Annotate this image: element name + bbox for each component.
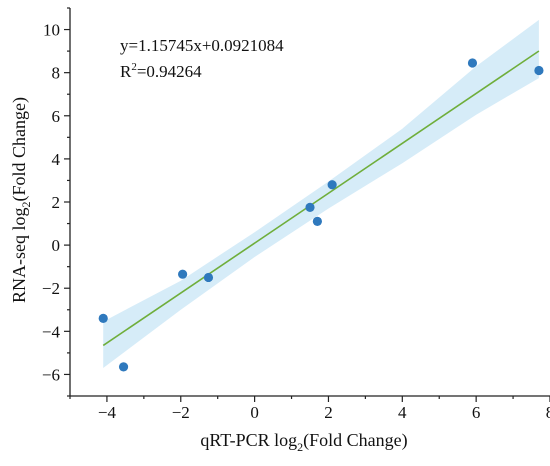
- confidence-band: [103, 19, 539, 369]
- data-point: [534, 65, 544, 76]
- x-axis-label-main: qRT-PCR log: [200, 430, 297, 450]
- y-tick-label: 4: [52, 150, 61, 169]
- data-point: [98, 313, 108, 323]
- data-point: [305, 202, 315, 212]
- y-tick-label: 8: [52, 64, 61, 83]
- y-tick-label: 6: [52, 107, 61, 126]
- r-squared-value: =0.94264: [137, 62, 202, 81]
- x-axis-label: qRT-PCR log2(Fold Change): [200, 430, 407, 454]
- fit-line-layer: [102, 50, 540, 347]
- x-axis-label-tail: (Fold Change): [303, 430, 407, 451]
- regression-annotation: y=1.15745x+0.0921084 R2=0.94264: [120, 36, 284, 81]
- data-points-layer: [98, 58, 544, 372]
- data-point: [118, 362, 129, 372]
- y-axis-label: RNA-seq log2(Fold Change): [9, 97, 33, 303]
- regression-line: [102, 50, 540, 347]
- data-point: [203, 272, 214, 283]
- y-tick-label: 10: [43, 21, 60, 40]
- x-tick-label: 0: [250, 403, 259, 422]
- x-tick-label: 4: [398, 403, 407, 422]
- y-tick-label: −6: [42, 365, 60, 384]
- r-squared-sup: 2: [131, 61, 137, 73]
- equation-label: y=1.15745x+0.0921084: [120, 36, 284, 55]
- x-axis-label-sub: 2: [297, 440, 303, 454]
- x-tick-label: 2: [324, 403, 333, 422]
- r-squared-label: R2=0.94264: [120, 61, 202, 81]
- y-tick-label: 0: [52, 236, 61, 255]
- confidence-band-layer: [103, 19, 539, 369]
- y-axis-label-tail: (Fold Change): [9, 97, 30, 201]
- y-tick-label: 2: [52, 193, 61, 212]
- data-point: [467, 58, 478, 68]
- ticks-layer: −4 −2 0 2 4 6 8 −6 −4 −2 0 2 4 6 8 10: [42, 7, 550, 422]
- r-squared-main: R: [120, 62, 132, 81]
- y-tick-label: −2: [42, 279, 60, 298]
- x-tick-label: 8: [546, 403, 550, 422]
- data-point: [178, 269, 188, 279]
- y-axis-label-main: RNA-seq log: [9, 207, 29, 303]
- data-point: [327, 180, 337, 190]
- x-tick-label: −4: [98, 403, 117, 422]
- x-tick-label: −2: [172, 403, 190, 422]
- y-axis-label-sub: 2: [19, 201, 33, 207]
- data-point: [312, 216, 322, 226]
- x-tick-label: 6: [472, 403, 481, 422]
- y-tick-label: −4: [42, 322, 61, 341]
